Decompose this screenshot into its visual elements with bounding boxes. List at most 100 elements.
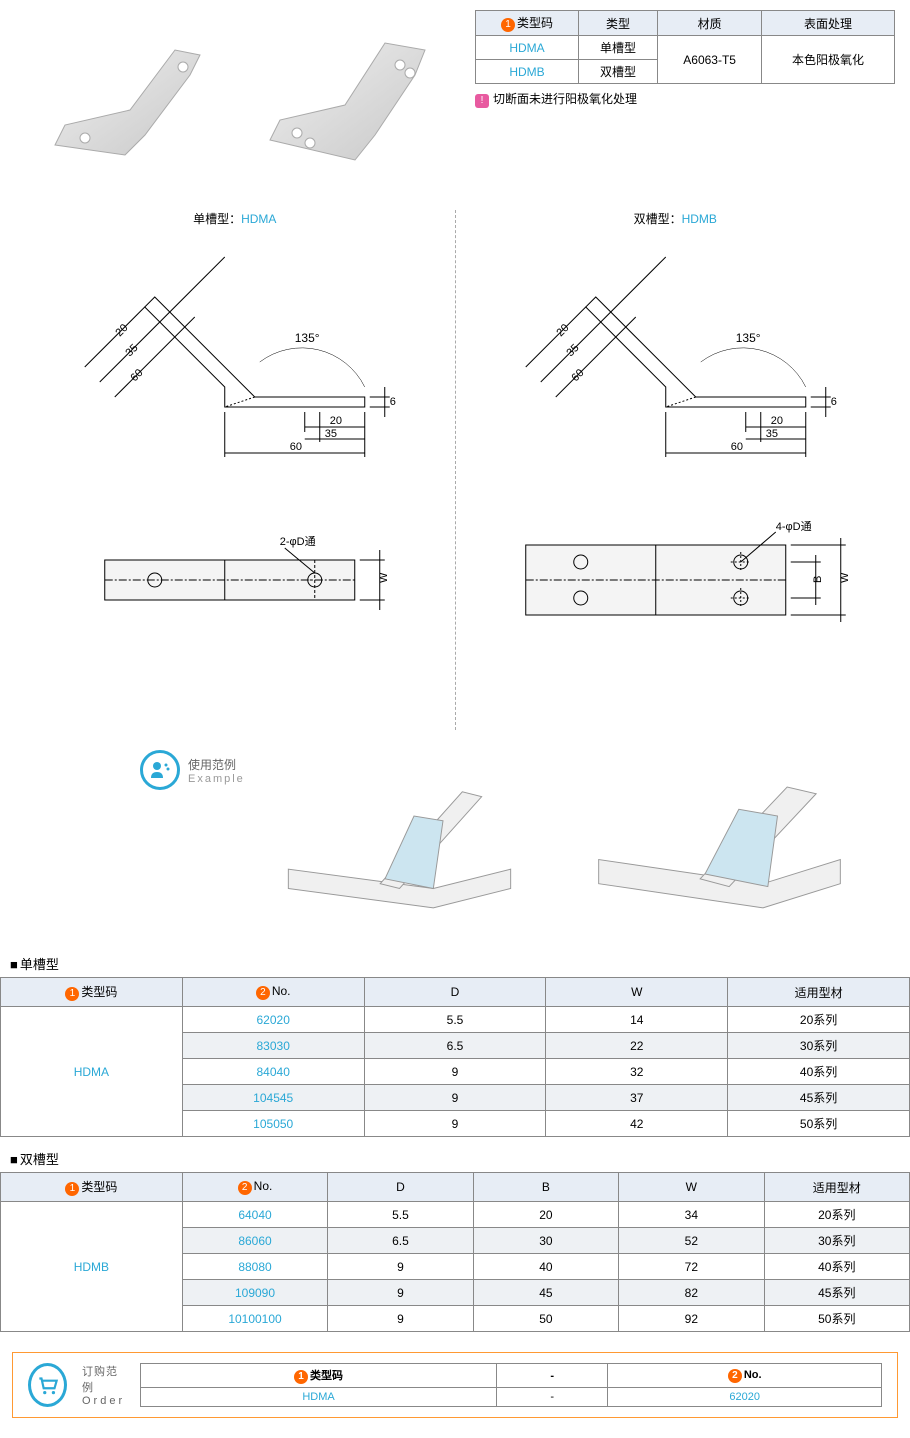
product-images (15, 10, 455, 200)
t2-h-d: D (328, 1173, 473, 1202)
table-cell: 52 (619, 1228, 764, 1254)
order-table: 1类型码 - 2No. HDMA - 62020 (140, 1363, 882, 1407)
order-v-no: 62020 (608, 1388, 882, 1407)
diagram-right-top-view: 4-φD通 B W (456, 520, 896, 640)
table-cell: 50系列 (764, 1306, 909, 1332)
table-cell: 40系列 (764, 1254, 909, 1280)
table1-title: 单槽型 (0, 950, 910, 977)
note-text: 切断面未进行阳极氧化处理 (493, 92, 637, 106)
table-cell: 50 (473, 1306, 618, 1332)
table-cell: 20 (473, 1202, 618, 1228)
table-cell: 22 (546, 1033, 728, 1059)
svg-text:60: 60 (730, 441, 742, 453)
t1-h-w: W (546, 978, 728, 1007)
table-cell: 9 (328, 1254, 473, 1280)
svg-text:35: 35 (765, 428, 777, 440)
spec-code-hdma: HDMA (476, 36, 579, 60)
svg-text:20: 20 (330, 415, 342, 427)
spec-surface: 本色阳极氧化 (762, 36, 895, 84)
table-cell: 14 (546, 1007, 728, 1033)
table-cell: 42 (546, 1111, 728, 1137)
example-image-2 (560, 760, 850, 930)
table-cell: 40 (473, 1254, 618, 1280)
svg-text:20: 20 (770, 415, 782, 427)
table-cell: 5.5 (364, 1007, 546, 1033)
svg-text:135°: 135° (295, 331, 320, 345)
product-image-hdma (35, 25, 215, 185)
table-cell: 62020 (182, 1007, 364, 1033)
svg-text:60: 60 (290, 441, 302, 453)
table-cell: 37 (546, 1085, 728, 1111)
example-image-1 (240, 760, 530, 930)
svg-text:6: 6 (390, 396, 396, 408)
spec-type-double: 双槽型 (579, 60, 658, 84)
table-cell: 30系列 (764, 1228, 909, 1254)
order-label-cn: 订购范例 (82, 1363, 125, 1395)
order-label-en: Order (82, 1395, 125, 1407)
t2-typecode: HDMB (1, 1202, 183, 1332)
example-icon (140, 750, 180, 790)
table-cell: 92 (619, 1306, 764, 1332)
order-v-code: HDMA (141, 1388, 497, 1407)
t2-h-w: W (619, 1173, 764, 1202)
example-label-cn: 使用范例 (188, 756, 245, 773)
example-label-en: Example (188, 773, 245, 785)
t1-h-no: 2No. (182, 978, 364, 1007)
table-cell: 6.5 (364, 1033, 546, 1059)
table2: 1类型码 2No. D B W 适用型材 HDMB640405.5203420系… (0, 1172, 910, 1332)
note-badge-icon: ! (475, 94, 489, 108)
svg-text:35: 35 (325, 428, 337, 440)
table-cell: 34 (619, 1202, 764, 1228)
diagram-right-side-view: 135° 20 35 60 20 35 60 6 (456, 237, 896, 497)
spec-type-single: 单槽型 (579, 36, 658, 60)
t1-h-d: D (364, 978, 546, 1007)
cart-icon (28, 1363, 67, 1407)
table-cell: 32 (546, 1059, 728, 1085)
t2-h-code: 1类型码 (1, 1173, 183, 1202)
table-cell: 72 (619, 1254, 764, 1280)
svg-text:60: 60 (569, 367, 586, 384)
table1: 1类型码 2No. D W 适用型材 HDMA620205.51420系列830… (0, 977, 910, 1137)
t2-h-b: B (473, 1173, 618, 1202)
table-cell: 30 (473, 1228, 618, 1254)
table-cell: 20系列 (764, 1202, 909, 1228)
spec-material: A6063-T5 (658, 36, 762, 84)
table-cell: 105050 (182, 1111, 364, 1137)
diagram-right: 双槽型：HDMB 135° 20 35 60 20 35 60 6 (456, 210, 896, 730)
table2-title: 双槽型 (0, 1145, 910, 1172)
order-v-dash: - (496, 1388, 607, 1407)
note: ! 切断面未进行阳极氧化处理 (475, 90, 895, 108)
svg-text:35: 35 (123, 342, 140, 359)
product-image-hdmb (255, 25, 435, 185)
svg-text:B: B (811, 576, 823, 583)
diagram-left-side-view: 135° 20 35 60 20 35 60 6 (15, 237, 455, 497)
t1-h-code: 1类型码 (1, 978, 183, 1007)
order-h-dash: - (496, 1364, 607, 1388)
example-label: 使用范例 Example (140, 750, 245, 790)
spec-header-material: 材质 (658, 11, 762, 36)
top-section: 1类型码 类型 材质 表面处理 HDMA 单槽型 A6063-T5 本色阳极氧化… (0, 0, 910, 200)
diagram-left-title: 单槽型：HDMA (15, 210, 455, 227)
diagram-left-top-view: 2-φD通 W (15, 520, 455, 640)
order-h-code: 1类型码 (141, 1364, 497, 1388)
t1-h-profile: 适用型材 (728, 978, 910, 1007)
svg-text:35: 35 (564, 342, 581, 359)
table-cell: 64040 (182, 1202, 327, 1228)
order-section: 订购范例 Order 1类型码 - 2No. HDMA - 62020 (12, 1352, 898, 1418)
table-cell: 40系列 (728, 1059, 910, 1085)
table-cell: 20系列 (728, 1007, 910, 1033)
svg-text:W: W (378, 572, 390, 583)
table-cell: 30系列 (728, 1033, 910, 1059)
spec-code-hdmb: HDMB (476, 60, 579, 84)
svg-text:6: 6 (830, 396, 836, 408)
table-cell: 45系列 (728, 1085, 910, 1111)
table-cell: 104545 (182, 1085, 364, 1111)
diagram-left: 单槽型：HDMA 135° 20 35 60 20 35 60 6 (15, 210, 455, 730)
svg-text:60: 60 (128, 367, 145, 384)
table-cell: 84040 (182, 1059, 364, 1085)
spec-header-code: 1类型码 (476, 11, 579, 36)
table-cell: 83030 (182, 1033, 364, 1059)
svg-text:20: 20 (554, 322, 571, 339)
spec-header-type: 类型 (579, 11, 658, 36)
t2-h-no: 2No. (182, 1173, 327, 1202)
